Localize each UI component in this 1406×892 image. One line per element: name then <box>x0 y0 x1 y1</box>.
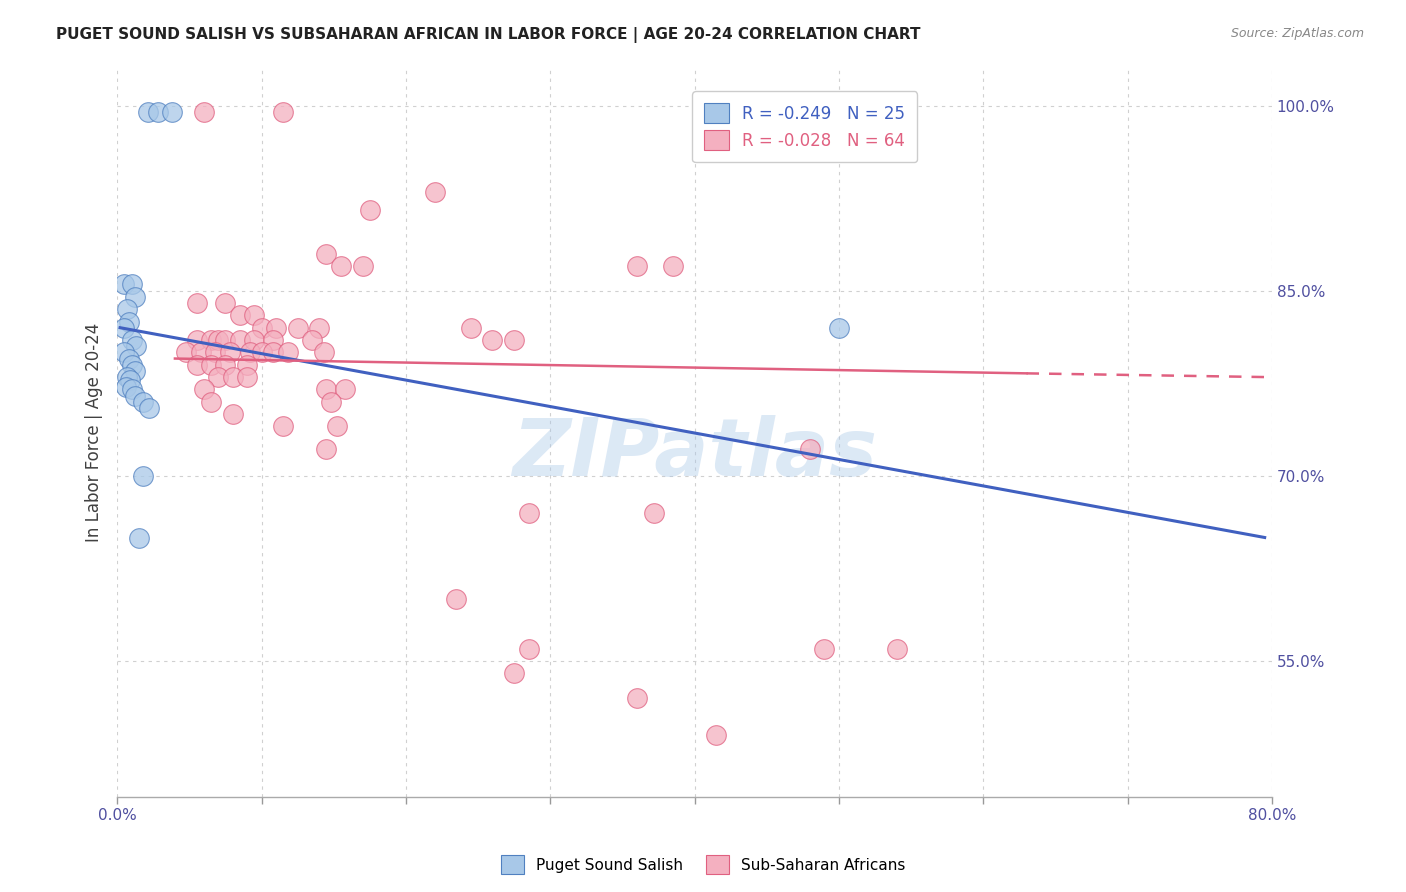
Point <box>138 401 160 415</box>
Point <box>287 320 309 334</box>
Point <box>325 419 347 434</box>
Point <box>423 185 446 199</box>
Point <box>204 345 226 359</box>
Point <box>118 314 141 328</box>
Point <box>352 259 374 273</box>
Point <box>207 333 229 347</box>
Point <box>264 320 287 334</box>
Point <box>121 358 143 372</box>
Point <box>517 641 540 656</box>
Point <box>503 666 526 681</box>
Point <box>218 345 240 359</box>
Point <box>193 104 215 119</box>
Point <box>315 442 337 456</box>
Point <box>517 506 540 520</box>
Point <box>271 419 294 434</box>
Point <box>214 358 236 372</box>
Point <box>319 394 342 409</box>
Text: PUGET SOUND SALISH VS SUBSAHARAN AFRICAN IN LABOR FORCE | AGE 20-24 CORRELATION : PUGET SOUND SALISH VS SUBSAHARAN AFRICAN… <box>56 27 921 43</box>
Point <box>312 345 335 359</box>
Point <box>329 259 352 273</box>
Point <box>643 506 665 520</box>
Point <box>132 394 155 409</box>
Point <box>125 339 148 353</box>
Point <box>200 394 222 409</box>
Point <box>124 290 146 304</box>
Point <box>308 320 330 334</box>
Point <box>128 531 150 545</box>
Point <box>828 320 851 334</box>
Point <box>799 442 821 456</box>
Point <box>136 104 159 119</box>
Text: Source: ZipAtlas.com: Source: ZipAtlas.com <box>1230 27 1364 40</box>
Point <box>112 277 135 292</box>
Point <box>118 351 141 366</box>
Point <box>359 203 381 218</box>
Point <box>146 104 169 119</box>
Point <box>112 345 135 359</box>
Point <box>190 345 212 359</box>
Y-axis label: In Labor Force | Age 20-24: In Labor Force | Age 20-24 <box>86 323 103 542</box>
Point <box>813 641 835 656</box>
Point <box>315 246 337 260</box>
Point <box>124 364 146 378</box>
Point <box>124 388 146 402</box>
Point <box>200 333 222 347</box>
Point <box>193 383 215 397</box>
Point <box>704 728 727 742</box>
Point <box>262 333 284 347</box>
Point <box>121 333 143 347</box>
Point <box>115 380 138 394</box>
Point <box>886 641 908 656</box>
Legend: Puget Sound Salish, Sub-Saharan Africans: Puget Sound Salish, Sub-Saharan Africans <box>495 849 911 880</box>
Text: ZIPatlas: ZIPatlas <box>512 416 877 493</box>
Point <box>236 358 259 372</box>
Point <box>121 383 143 397</box>
Point <box>460 320 482 334</box>
Point <box>229 333 252 347</box>
Point <box>186 358 208 372</box>
Point <box>229 309 252 323</box>
Point <box>276 345 298 359</box>
Point <box>243 333 266 347</box>
Point <box>315 383 337 397</box>
Point <box>186 333 208 347</box>
Point <box>186 296 208 310</box>
Point <box>481 333 503 347</box>
Point <box>250 320 273 334</box>
Point <box>271 104 294 119</box>
Point <box>112 320 135 334</box>
Point <box>243 309 266 323</box>
Point <box>120 372 142 386</box>
Point <box>132 468 155 483</box>
Point <box>117 370 139 384</box>
Point <box>214 296 236 310</box>
Point <box>626 259 648 273</box>
Point <box>335 383 357 397</box>
Point <box>236 370 259 384</box>
Point <box>117 302 139 317</box>
Point <box>662 259 685 273</box>
Point <box>160 104 183 119</box>
Point <box>214 333 236 347</box>
Point <box>446 592 468 607</box>
Point <box>200 358 222 372</box>
Point <box>121 277 143 292</box>
Point <box>221 407 243 421</box>
Point <box>503 333 526 347</box>
Point <box>239 345 262 359</box>
Legend: R = -0.249   N = 25, R = -0.028   N = 64: R = -0.249 N = 25, R = -0.028 N = 64 <box>693 91 917 162</box>
Point <box>221 370 243 384</box>
Point <box>250 345 273 359</box>
Point <box>176 345 198 359</box>
Point <box>207 370 229 384</box>
Point <box>262 345 284 359</box>
Point <box>626 690 648 705</box>
Point <box>301 333 323 347</box>
